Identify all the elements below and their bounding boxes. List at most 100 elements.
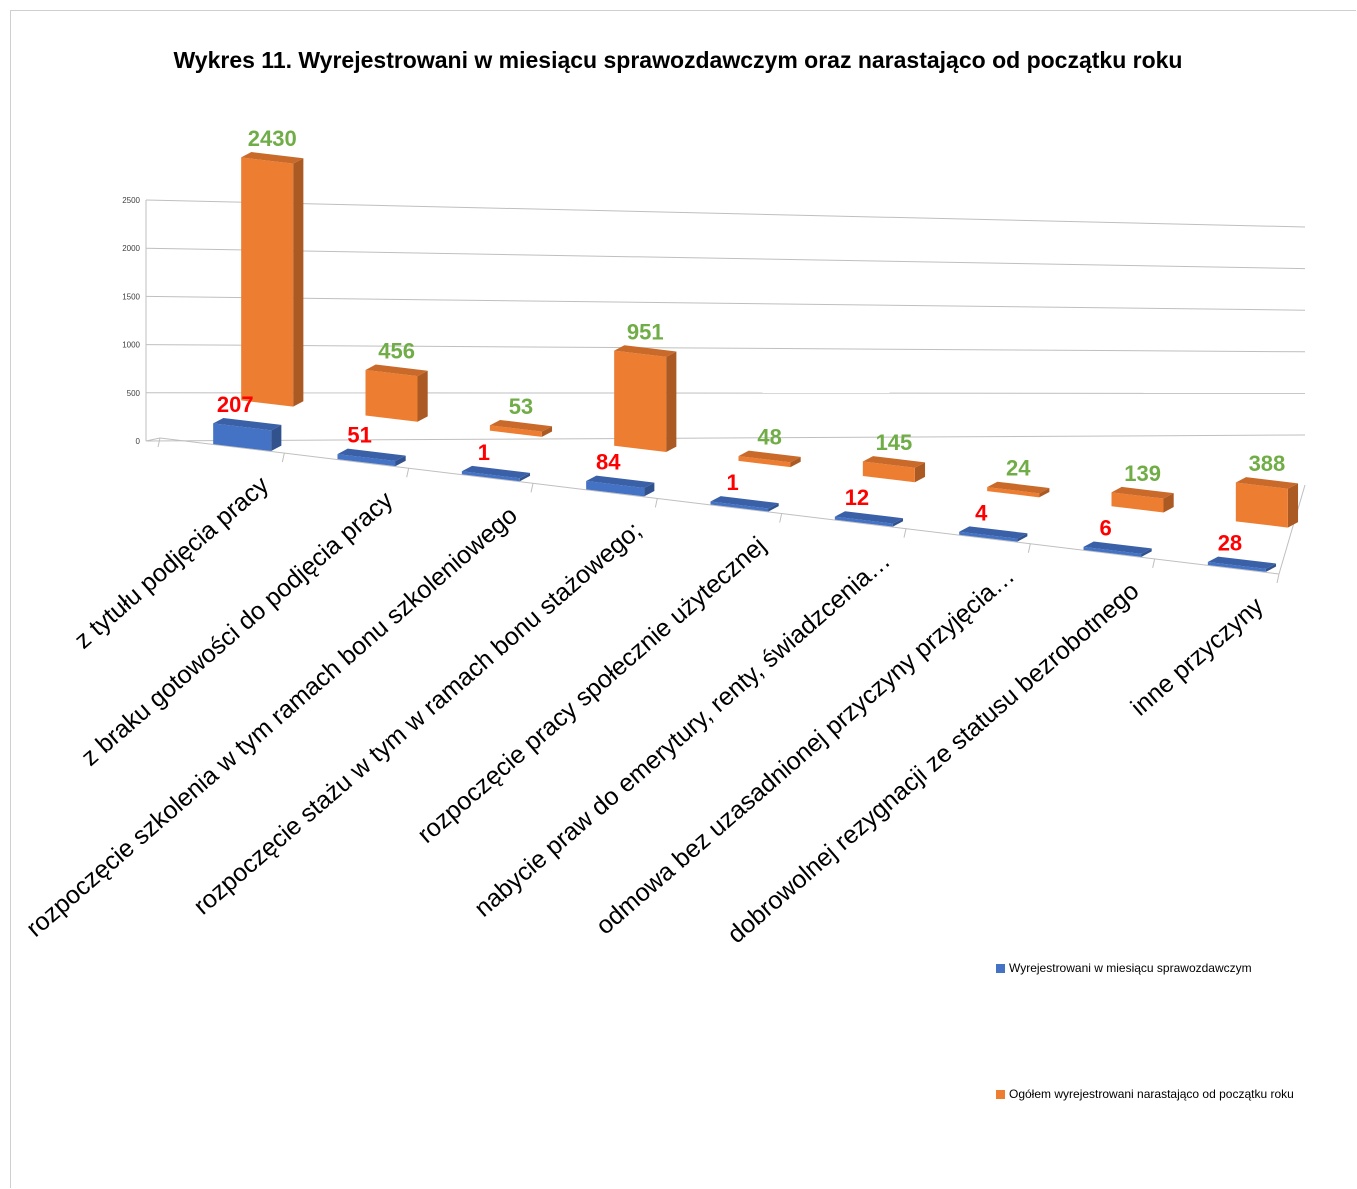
bar-monthly-5-front [834,516,893,527]
bar-monthly-7 [1083,541,1152,557]
data-label-cumulative-7: 139 [1124,461,1161,486]
data-label-monthly-4: 1 [726,470,738,495]
legend-item-cumulative: Ogółem wyrejestrowani narastająco od poc… [996,1087,1299,1102]
bar-cumulative-6 [987,481,1050,498]
bar-monthly-4 [710,496,779,512]
bar-monthly-3-side [644,482,655,497]
x-axis-line [159,437,1280,575]
bar-cumulative-1-side [417,370,428,422]
bar-monthly-4-front [710,501,769,512]
gridline-2000 [145,247,1306,270]
chart-title: Wykres 11. Wyrejestrowani w miesiącu spr… [173,47,1183,73]
x-category-label-2: rozpoczęcie szkolenia w tym ramach bonu … [21,501,523,942]
data-label-cumulative-8: 388 [1249,451,1286,476]
bar-cumulative-0-side [293,158,304,407]
bar-monthly-8-top [1207,556,1277,569]
bar-monthly-8-side [1265,563,1277,572]
bar-monthly-7-side [1141,548,1152,557]
bar-monthly-5-top [834,511,904,524]
gridline-1500 [145,295,1306,311]
y-tick-label-0: 0 [136,437,141,446]
floor-right-edge [1278,484,1306,575]
bar-cumulative-3-side [666,351,677,453]
bar-monthly-5-side [892,518,904,527]
gridline-0 [145,434,1306,442]
bar-monthly-0-side [271,424,282,452]
bar-cumulative-4-side [790,456,801,468]
bar-monthly-3 [586,475,655,497]
bar-cumulative-0 [241,152,304,407]
data-label-cumulative-6: 24 [1006,456,1031,481]
bar-cumulative-4-front [738,456,791,468]
bar-cumulative-6-top [987,481,1050,494]
bar-monthly-4-side [768,503,779,512]
data-label-monthly-8: 28 [1218,531,1242,556]
chart-area [10,10,1356,1188]
data-label-cumulative-0: 2430 [248,126,297,151]
bar-cumulative-1-front [365,369,418,422]
bar-monthly-2-front [461,471,520,482]
data-label-cumulative-3: 951 [627,319,664,344]
bar-monthly-0 [213,417,282,452]
x-category-label-1: z braku gotowości do podjęcia pracy [76,486,399,772]
x-tick-6 [903,528,907,538]
gridline-2500 [145,199,1306,228]
bar-monthly-0-front [213,423,272,452]
bar-cumulative-6-side [1039,487,1050,498]
bar-monthly-4-top [710,496,779,509]
bar-monthly-0-top [213,417,282,431]
bar-monthly-8-front [1207,561,1266,572]
bar-cumulative-7 [1111,486,1174,513]
bar-cumulative-0-top [241,152,304,164]
bar-cumulative-7-side [1163,493,1174,513]
legend-label-cumulative: Ogółem wyrejestrowani narastająco od poc… [1009,1087,1294,1101]
y-tick-label-1500: 1500 [122,292,140,301]
bar-cumulative-2-side [541,426,553,437]
bar-cumulative-1-top [365,364,428,377]
bar-cumulative-5-top [862,456,926,468]
bar-cumulative-8 [1235,477,1299,528]
data-label-cumulative-4: 48 [757,425,781,450]
bar-monthly-1-front [337,454,396,467]
bar-monthly-7-top [1083,541,1152,554]
legend-swatch-monthly [996,964,1005,973]
data-label-monthly-1: 51 [347,423,371,448]
gridline-500 [145,392,1306,394]
bar-cumulative-7-front [1111,492,1164,513]
legend-swatch-cumulative [996,1090,1005,1099]
bar-monthly-6-front [959,531,1018,542]
data-label-monthly-3: 84 [596,450,621,475]
bar-cumulative-6-front [987,487,1040,498]
bar-cumulative-5-front [862,461,915,483]
x-tick-4 [654,498,658,508]
bar-monthly-5 [834,511,904,527]
x-tick-1 [281,453,285,463]
data-label-cumulative-1: 456 [378,339,415,364]
x-tick-3 [530,483,534,493]
bar-monthly-6 [959,526,1028,542]
bar-monthly-3-top [586,475,655,488]
data-label-monthly-0: 207 [217,392,254,417]
legend-label-monthly: Wyrejestrowani w miesiącu sprawozdawczym [1009,961,1252,975]
bar-cumulative-2 [489,419,553,437]
bar-cumulative-5 [862,456,926,483]
bar-monthly-2-top [461,465,531,479]
y-tick-label-2500: 2500 [122,196,140,205]
data-label-monthly-6: 4 [975,500,988,525]
bar-monthly-2-side [519,472,531,482]
y-tick-label-2000: 2000 [122,244,140,253]
floor-left-edge [145,437,161,442]
data-label-cumulative-5: 145 [876,430,913,455]
bar-cumulative-4-top [738,450,801,463]
bar-cumulative-7-top [1111,486,1174,499]
bar-cumulative-8-front [1235,482,1288,528]
x-tick-7 [1027,543,1031,553]
bar-monthly-1 [337,448,406,467]
bar-cumulative-8-side [1287,483,1299,528]
legend-item-monthly: Wyrejestrowani w miesiącu sprawozdawczym [996,961,1299,976]
x-tick-8 [1152,558,1156,568]
bar-monthly-7-front [1083,546,1142,557]
x-tick-2 [406,468,410,478]
bar-cumulative-2-top [489,419,553,432]
